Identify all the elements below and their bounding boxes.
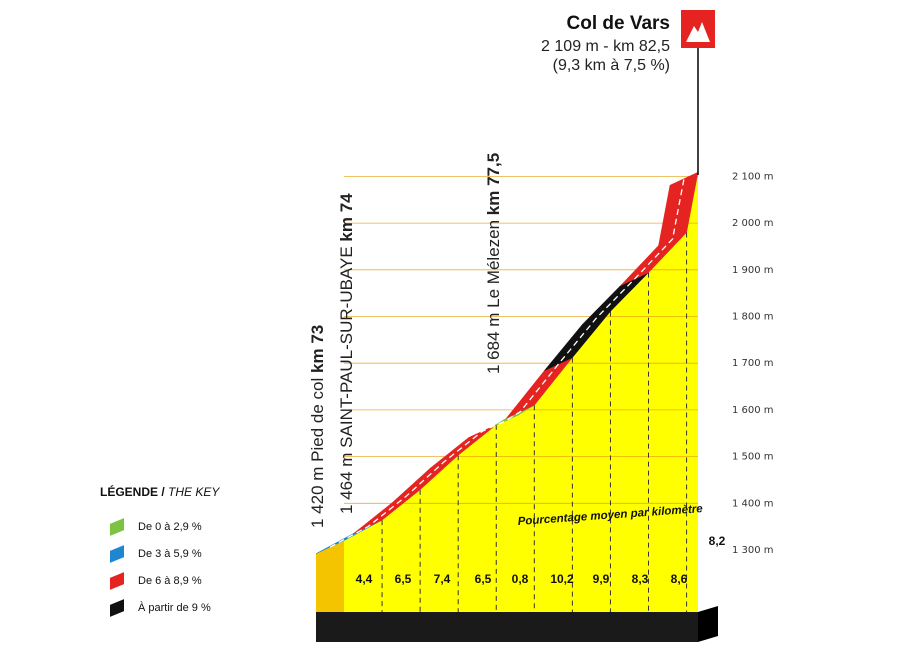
y-tick-label: 1 800 m <box>732 312 774 323</box>
segment-gradient-label: 8,6 <box>671 572 688 586</box>
legend-item-label: De 3 à 5,9 % <box>138 547 202 560</box>
legend-item: De 3 à 5,9 % <box>100 542 300 565</box>
y-tick-label: 2 000 m <box>732 218 774 229</box>
legend-title-en: THE KEY <box>168 485 220 499</box>
y-tick-label: 1 700 m <box>732 358 774 369</box>
segment-gradient-label: 8,3 <box>632 572 649 586</box>
legend: LÉGENDE / THE KEY De 0 à 2,9 % De 3 à 5,… <box>100 485 300 623</box>
legend-swatch-green <box>110 517 124 536</box>
profile-face <box>344 172 698 612</box>
waypoint-label-le-melezen: 1 684 m Le Mélezen km 77,5 <box>484 153 503 374</box>
ribbon-centerline <box>329 178 685 548</box>
legend-title: LÉGENDE / THE KEY <box>100 485 300 501</box>
profile-side-face <box>316 540 344 612</box>
legend-title-fr: LÉGENDE / <box>100 485 165 499</box>
waypoint-altitude: 1 684 m <box>484 313 503 374</box>
summit-climb-stats: (9,3 km à 7,5 %) <box>553 57 670 74</box>
gradient-ribbon-segment <box>658 171 699 246</box>
summit-name: Col de Vars <box>567 13 671 34</box>
segment-gradient-label: 6,5 <box>395 572 412 586</box>
y-tick-label: 1 900 m <box>732 265 774 276</box>
segment-gradient-label: 10,2 <box>550 572 574 586</box>
segment-gradient-label: 6,5 <box>475 572 492 586</box>
segment-gradient-labels: 4,4 6,5 7,4 6,5 0,8 10,2 9,9 8,3 8,6 8,2 <box>356 534 726 586</box>
distance-base-end <box>698 606 718 642</box>
waypoint-name: SAINT-PAUL-SUR-UBAYE <box>337 246 356 448</box>
y-tick-label: 1 400 m <box>732 498 774 509</box>
mountain-icon-bg <box>681 10 715 48</box>
legend-item-label: De 0 à 2,9 % <box>138 520 202 533</box>
waypoint-altitude: 1 420 m <box>308 467 327 528</box>
waypoint-name: Pied de col <box>308 378 327 462</box>
legend-item: De 0 à 2,9 % <box>100 515 300 538</box>
grid-lines <box>344 175 698 612</box>
distance-base-band <box>316 612 698 642</box>
legend-item: De 6 à 8,9 % <box>100 569 300 592</box>
waypoint-km: km 77,5 <box>484 153 503 215</box>
segment-gradient-label: 0,8 <box>512 572 529 586</box>
waypoint-km: km 73 <box>308 325 327 373</box>
mountain-icon <box>686 22 710 42</box>
y-tick-label: 1 300 m <box>732 545 774 556</box>
distance-axis-base <box>316 606 718 642</box>
legend-item-label: À partir de 9 % <box>138 601 211 614</box>
profile-area <box>316 172 698 612</box>
summit-altitude-km: 2 109 m - km 82,5 <box>541 38 670 55</box>
legend-swatch-blue <box>110 544 124 563</box>
waypoint-label-saint-paul: 1 464 m SAINT-PAUL-SUR-UBAYE km 74 <box>337 193 356 514</box>
legend-item-label: De 6 à 8,9 % <box>138 574 202 587</box>
waypoint-label-pied-de-col: 1 420 m Pied de col km 73 <box>308 325 327 528</box>
legend-item: À partir de 9 % <box>100 596 300 619</box>
segment-gradient-label: 7,4 <box>434 572 451 586</box>
legend-swatch-red <box>110 571 124 590</box>
waypoint-name: Le Mélezen <box>484 220 503 308</box>
gradient-ribbon <box>315 171 699 554</box>
legend-swatch-black <box>110 598 124 617</box>
y-tick-label: 2 100 m <box>732 171 774 182</box>
summit-marker: Col de Vars 2 109 m - km 82,5 (9,3 km à … <box>541 10 715 175</box>
y-tick-label: 1 600 m <box>732 405 774 416</box>
segment-gradient-label: 8,2 <box>709 534 726 548</box>
segment-gradient-label: 4,4 <box>356 572 373 586</box>
waypoint-km: km 74 <box>337 193 356 242</box>
y-tick-label: 1 500 m <box>732 452 774 463</box>
segment-gradient-label: 9,9 <box>593 572 610 586</box>
waypoint-altitude: 1 464 m <box>337 453 356 514</box>
